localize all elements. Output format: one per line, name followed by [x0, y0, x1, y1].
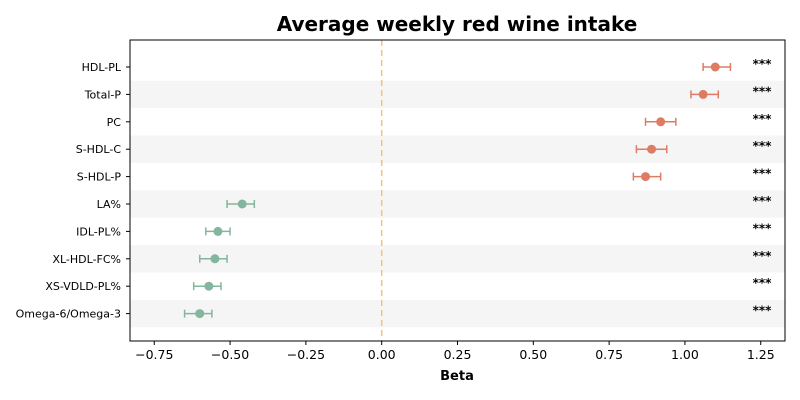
data-point: [641, 172, 651, 182]
data-point: [210, 254, 220, 264]
y-tick-label: IDL-PL%: [76, 225, 121, 238]
row-stripe: [130, 299, 785, 328]
row-stripe: [130, 80, 785, 109]
y-tick-label: Omega-6/Omega-3: [16, 308, 121, 321]
significance-label: ***: [753, 167, 773, 181]
significance-label: ***: [753, 84, 773, 98]
data-point: [647, 144, 657, 154]
x-tick-label: 1.00: [671, 347, 699, 362]
data-point: [195, 309, 205, 319]
x-tick-label: 1.25: [747, 347, 775, 362]
x-axis-label: Beta: [440, 369, 474, 384]
data-point: [698, 89, 708, 99]
significance-label: ***: [753, 194, 773, 208]
significance-label: ***: [753, 139, 773, 153]
y-tick-label: XS-VDLD-PL%: [45, 280, 121, 293]
data-point: [710, 62, 720, 72]
x-tick-label: −0.75: [135, 347, 173, 362]
row-stripes: [130, 80, 785, 328]
data-point: [213, 226, 223, 236]
data-point: [237, 199, 247, 209]
significance-label: ***: [753, 304, 773, 318]
x-tick-label: −0.50: [211, 347, 249, 362]
y-tick-label: LA%: [97, 198, 121, 211]
significance-label: ***: [753, 276, 773, 290]
y-tick-label: Total-P: [84, 88, 122, 101]
x-tick-label: 0.00: [368, 347, 396, 362]
significance-label: ***: [753, 112, 773, 126]
axes: HDL-PL Total-P PC S-HDL-C S-HDL-P LA% IDL-PL% X…: [16, 39, 786, 362]
data-point: [204, 281, 214, 291]
chart-title: Average weekly red wine intake: [277, 12, 638, 36]
x-tick-label: 0.25: [444, 347, 472, 362]
significance-label: ***: [753, 221, 773, 235]
x-tick-label: 0.50: [519, 347, 547, 362]
x-tick-label: −0.25: [287, 347, 325, 362]
significance-labels: *** *** *** *** *** *** *** *** *** ***: [753, 57, 773, 318]
y-tick-label: PC: [107, 116, 122, 129]
x-tick-label: 0.75: [595, 347, 623, 362]
row-stripe: [130, 245, 785, 273]
data-points: [183, 62, 732, 319]
row-stripe: [130, 135, 785, 163]
y-tick-label: S-HDL-C: [76, 143, 122, 156]
significance-label: ***: [753, 249, 773, 263]
y-tick-label: XL-HDL-FC%: [52, 253, 121, 266]
significance-label: ***: [753, 57, 773, 71]
y-tick-label: S-HDL-P: [77, 171, 122, 184]
data-point: [656, 117, 666, 127]
y-tick-label: HDL-PL: [82, 61, 122, 74]
